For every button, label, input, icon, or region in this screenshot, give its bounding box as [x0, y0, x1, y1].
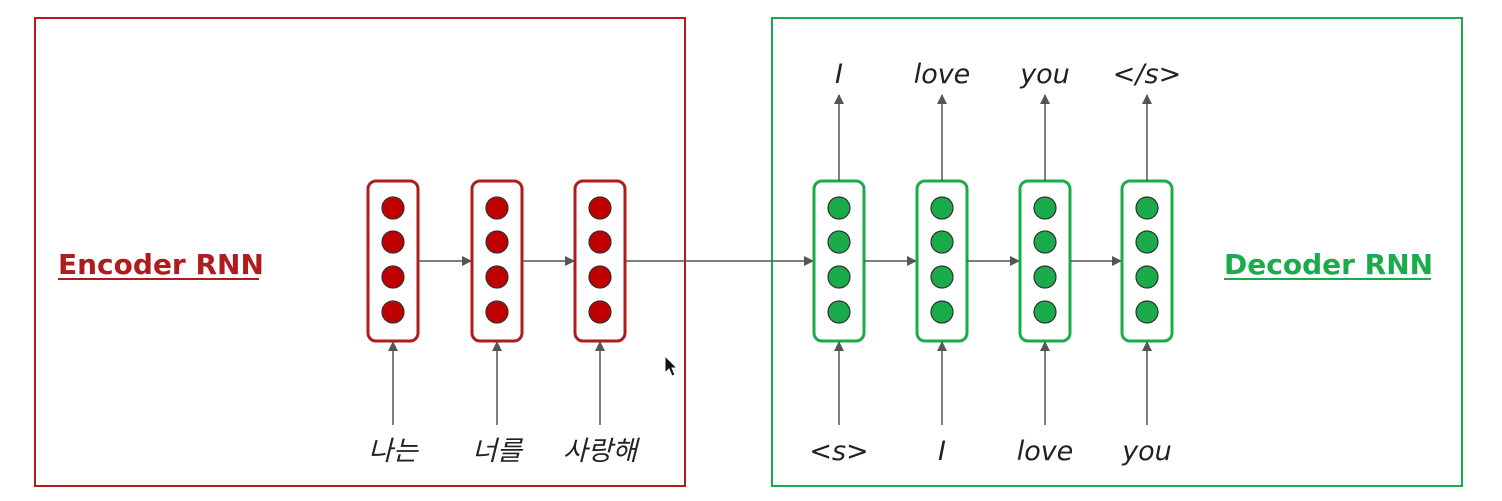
decoder-cell-1-node: [827, 265, 851, 289]
decoder-output-word: you: [1019, 59, 1070, 90]
decoder-cell-4-node: [1135, 230, 1159, 254]
decoder-cell-3-node: [1033, 265, 1057, 289]
decoder-cell-4-node: [1135, 196, 1159, 220]
encoder-cell-1-node: [381, 265, 405, 289]
encoder-cell-2-node: [485, 230, 509, 254]
decoder-output-word: I: [835, 59, 843, 90]
decoder-cell-4-node: [1135, 265, 1159, 289]
decoder-input-word: <s>: [809, 436, 868, 467]
encoder-cell-2-node: [485, 300, 509, 324]
decoder-cell-2-node: [930, 265, 954, 289]
encoder-cell-3-node: [588, 230, 612, 254]
encoder-cell-1-node: [381, 300, 405, 324]
decoder-cell-2-node: [930, 196, 954, 220]
encoder-cell-1-node: [381, 196, 405, 220]
encoder-cell-3-node: [588, 196, 612, 220]
encoder-input-word: 나는: [368, 436, 419, 467]
decoder-cell-2-node: [930, 300, 954, 324]
decoder-output-word: </s>: [1113, 59, 1181, 90]
encoder-cell-1-node: [381, 230, 405, 254]
decoder-input-word: you: [1121, 436, 1172, 467]
encoder-input-word: 사랑해: [563, 436, 641, 467]
encoder-panel: [34, 17, 686, 487]
decoder-output-word: love: [914, 59, 971, 90]
decoder-panel: [771, 17, 1463, 487]
encoder-input-word: 너를: [472, 436, 524, 467]
decoder-input-word: love: [1017, 436, 1074, 467]
decoder-cell-4-node: [1135, 300, 1159, 324]
decoder-title: Decoder RNN: [1224, 248, 1433, 281]
decoder-cell-3-node: [1033, 300, 1057, 324]
mouse-cursor-icon: [664, 355, 679, 377]
encoder-title: Encoder RNN: [58, 248, 264, 281]
encoder-cell-3-node: [588, 265, 612, 289]
decoder-input-word: I: [938, 436, 946, 467]
encoder-cell-3-node: [588, 300, 612, 324]
decoder-cell-2-node: [930, 230, 954, 254]
encoder-cell-2-node: [485, 196, 509, 220]
encoder-cell-2-node: [485, 265, 509, 289]
decoder-cell-3-node: [1033, 196, 1057, 220]
decoder-cell-1-node: [827, 230, 851, 254]
decoder-cell-1-node: [827, 196, 851, 220]
decoder-cell-1-node: [827, 300, 851, 324]
decoder-cell-3-node: [1033, 230, 1057, 254]
